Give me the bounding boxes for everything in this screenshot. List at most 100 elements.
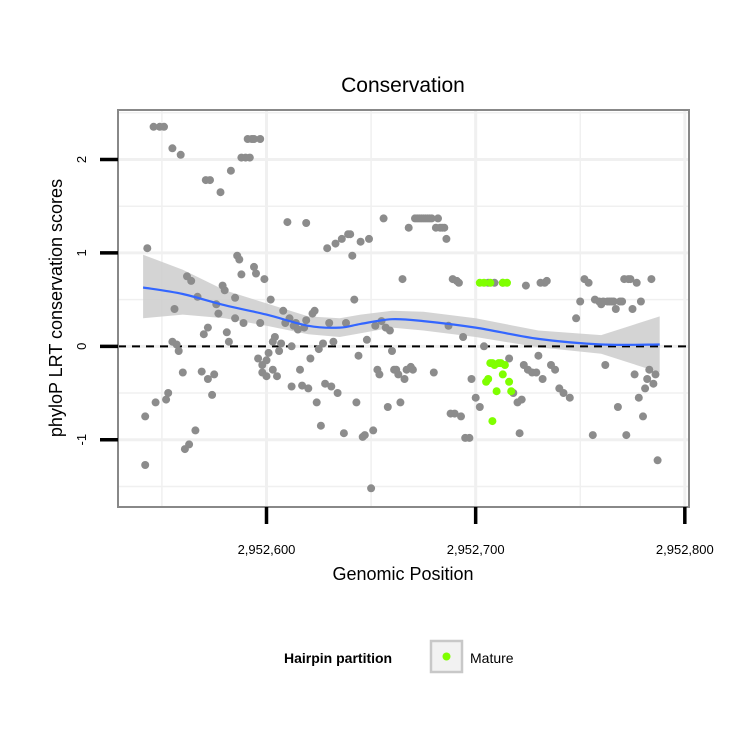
data-point-185 xyxy=(572,314,581,323)
data-point-80 xyxy=(302,316,311,325)
confidence-band xyxy=(143,254,660,373)
data-point-105 xyxy=(354,351,363,360)
data-point-103 xyxy=(350,295,359,304)
data-point-131 xyxy=(408,365,417,374)
data-point-184 xyxy=(565,393,574,402)
data-point-65 xyxy=(273,372,281,381)
data-point-8 xyxy=(164,389,173,397)
data-point-47 xyxy=(245,153,254,162)
data-point-211 xyxy=(636,297,645,306)
data-point-188 xyxy=(584,278,593,287)
data-point-183 xyxy=(559,389,568,397)
data-point-25 xyxy=(203,375,212,383)
grid-lines xyxy=(118,110,689,507)
data-point-125 xyxy=(396,398,405,407)
data-point-140 xyxy=(427,214,436,223)
data-point-111 xyxy=(367,484,376,493)
data-point-174 xyxy=(532,368,541,377)
data-point-26 xyxy=(203,323,212,332)
mature-point-7 xyxy=(492,387,501,396)
data-point-219 xyxy=(653,456,662,465)
data-point-89 xyxy=(319,339,327,348)
data-point-77 xyxy=(296,365,304,374)
data-point-61 xyxy=(266,295,275,304)
data-point-153 xyxy=(454,278,463,287)
data-point-218 xyxy=(651,370,660,379)
mature-point-17 xyxy=(498,370,507,379)
data-point-112 xyxy=(369,426,378,435)
data-point-129 xyxy=(404,223,413,232)
legend-key-mature-point xyxy=(442,652,451,661)
data-point-83 xyxy=(306,354,315,363)
data-point-115 xyxy=(375,370,384,379)
chart-title: Conservation xyxy=(341,74,465,97)
data-point-28 xyxy=(208,390,217,399)
data-point-217 xyxy=(649,379,658,388)
data-points xyxy=(141,122,662,493)
x-tick-label-0: 2,952,600 xyxy=(238,542,296,557)
data-point-194 xyxy=(601,361,610,369)
x-axis-title: Genomic Position xyxy=(332,564,473,584)
data-point-210 xyxy=(634,393,643,402)
data-point-143 xyxy=(434,214,442,223)
data-point-207 xyxy=(628,305,637,313)
data-point-209 xyxy=(632,278,641,287)
data-point-106 xyxy=(356,237,365,246)
data-point-49 xyxy=(250,135,258,143)
data-point-63 xyxy=(268,365,277,374)
data-point-213 xyxy=(641,384,650,393)
data-point-34 xyxy=(220,286,229,295)
data-point-11 xyxy=(170,305,179,313)
data-point-101 xyxy=(346,230,355,239)
data-point-2 xyxy=(143,244,152,253)
data-point-53 xyxy=(256,135,265,143)
data-point-102 xyxy=(348,251,357,260)
data-point-169 xyxy=(517,395,526,404)
data-point-110 xyxy=(365,234,373,243)
data-point-20 xyxy=(191,426,200,435)
data-point-171 xyxy=(521,281,530,290)
data-point-32 xyxy=(216,188,225,197)
data-point-82 xyxy=(304,384,313,393)
data-point-93 xyxy=(327,382,336,391)
data-point-67 xyxy=(277,339,286,348)
data-point-155 xyxy=(459,333,468,341)
data-point-0 xyxy=(141,412,150,421)
data-point-141 xyxy=(429,368,438,377)
data-point-4 xyxy=(151,398,160,407)
data-point-52 xyxy=(254,354,263,363)
data-point-6 xyxy=(160,122,168,131)
data-point-85 xyxy=(310,306,319,315)
data-point-50 xyxy=(250,262,258,271)
data-point-87 xyxy=(314,345,323,354)
data-point-208 xyxy=(630,370,639,379)
legend-title: Hairpin partition xyxy=(284,650,392,666)
data-point-39 xyxy=(231,314,240,323)
mature-point-12 xyxy=(503,278,511,287)
y-tick-label-1: 0 xyxy=(74,343,89,350)
y-axis-title: phyloP LRT conservation scores xyxy=(46,179,66,437)
data-point-204 xyxy=(622,431,631,440)
data-point-165 xyxy=(505,354,514,363)
data-point-151 xyxy=(450,409,459,418)
data-point-68 xyxy=(279,306,288,315)
mature-point-16 xyxy=(484,375,493,383)
data-point-161 xyxy=(480,342,488,351)
data-point-72 xyxy=(287,342,296,351)
data-point-97 xyxy=(337,234,346,243)
data-point-41 xyxy=(235,255,244,264)
data-point-120 xyxy=(385,326,394,335)
data-point-13 xyxy=(174,347,183,355)
data-point-154 xyxy=(457,412,465,421)
y-tick-label-2: 1 xyxy=(74,249,89,256)
mature-point-14 xyxy=(507,387,516,396)
data-point-7 xyxy=(162,395,171,404)
data-point-18 xyxy=(185,440,194,449)
data-point-31 xyxy=(214,309,223,318)
data-point-212 xyxy=(639,412,647,421)
data-point-117 xyxy=(379,214,388,223)
legend: Hairpin partition Mature xyxy=(284,639,514,674)
data-point-121 xyxy=(388,347,396,355)
data-point-95 xyxy=(331,239,340,248)
